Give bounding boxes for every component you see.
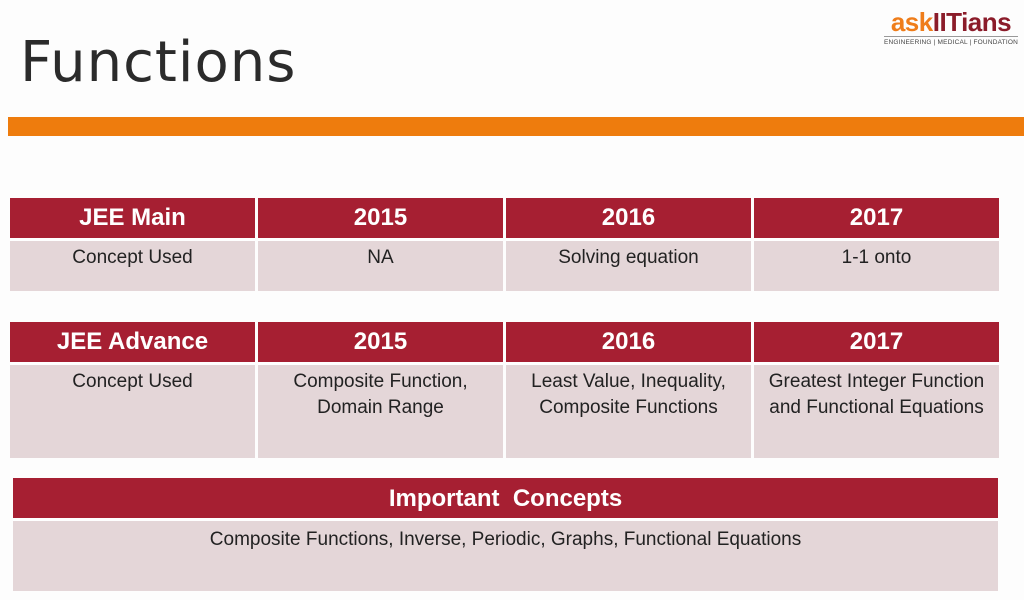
jee-advance-header-row: JEE Advance 2015 2016 2017 bbox=[10, 322, 999, 365]
jee-advance-concept-row: Concept Used Composite Function, Domain … bbox=[10, 365, 999, 458]
jee-main-concept-row: Concept Used NA Solving equation 1-1 ont… bbox=[10, 241, 999, 291]
jee-advance-header-2016: 2016 bbox=[506, 322, 751, 365]
jee-main-2016-cell: Solving equation bbox=[506, 241, 751, 291]
jee-main-header-2017: 2017 bbox=[754, 198, 999, 241]
jee-advance-header-label: JEE Advance bbox=[10, 322, 255, 365]
important-concepts-heading: Important Concepts bbox=[13, 478, 998, 521]
askiitians-logo: askIITians ENGINEERING | MEDICAL | FOUND… bbox=[883, 8, 1018, 46]
logo-wordmark: askIITians bbox=[884, 8, 1018, 36]
logo-iitians: IITians bbox=[932, 7, 1012, 37]
jee-advance-header-2015: 2015 bbox=[258, 322, 503, 365]
jee-main-header-2016: 2016 bbox=[506, 198, 751, 241]
jee-advance-table: JEE Advance 2015 2016 2017 Concept Used … bbox=[7, 322, 1002, 458]
page-title: Functions bbox=[20, 30, 297, 95]
logo-ask: ask bbox=[890, 7, 933, 37]
jee-main-table: JEE Main 2015 2016 2017 Concept Used NA … bbox=[7, 198, 1002, 291]
jee-advance-2016-cell: Least Value, Inequality, Composite Funct… bbox=[506, 365, 751, 458]
important-concepts-box: Important Concepts Composite Functions, … bbox=[13, 478, 998, 591]
jee-advance-row-label: Concept Used bbox=[10, 365, 255, 458]
important-concepts-text: Composite Functions, Inverse, Periodic, … bbox=[13, 521, 998, 591]
jee-main-header-2015: 2015 bbox=[258, 198, 503, 241]
jee-advance-2017-cell: Greatest Integer Function and Functional… bbox=[754, 365, 999, 458]
jee-main-2017-cell: 1-1 onto bbox=[754, 241, 999, 291]
title-divider-bar bbox=[8, 117, 1024, 136]
jee-advance-2015-cell: Composite Function, Domain Range bbox=[258, 365, 503, 458]
jee-main-header-label: JEE Main bbox=[10, 198, 255, 241]
jee-main-row-label: Concept Used bbox=[10, 241, 255, 291]
jee-main-2015-cell: NA bbox=[258, 241, 503, 291]
jee-main-header-row: JEE Main 2015 2016 2017 bbox=[10, 198, 999, 241]
jee-advance-header-2017: 2017 bbox=[754, 322, 999, 365]
logo-tagline: ENGINEERING | MEDICAL | FOUNDATION bbox=[883, 36, 1018, 46]
